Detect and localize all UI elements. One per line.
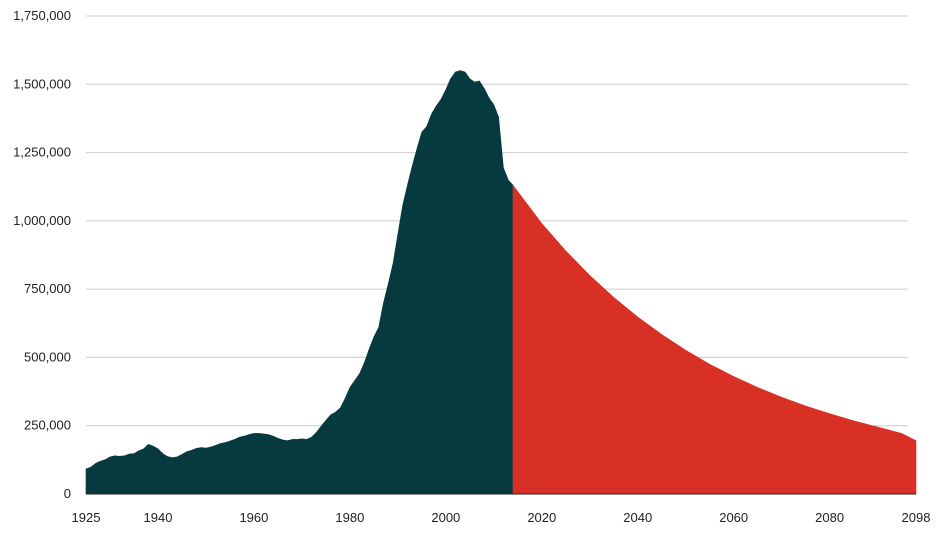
- projected-area: [512, 184, 917, 495]
- x-tick-label: 2000: [431, 510, 460, 525]
- y-tick-label: 1,000,000: [13, 213, 71, 228]
- y-tick-label: 1,750,000: [13, 8, 71, 23]
- x-tick-label: 1960: [239, 510, 268, 525]
- y-tick-label: 500,000: [24, 349, 71, 364]
- x-tick-label: 2098: [902, 510, 931, 525]
- y-tick-label: 750,000: [24, 281, 71, 296]
- x-tick-label: 1940: [144, 510, 173, 525]
- x-tick-label: 2080: [815, 510, 844, 525]
- y-tick-label: 1,500,000: [13, 76, 71, 91]
- x-tick-label: 2020: [527, 510, 556, 525]
- y-tick-label: 250,000: [24, 418, 71, 433]
- series-areas: [85, 70, 917, 495]
- y-tick-label: 1,250,000: [13, 145, 71, 160]
- historical-area: [85, 70, 514, 495]
- x-tick-label: 2060: [719, 510, 748, 525]
- x-axis-ticks: 1925 1940 1960 1980 2000 2020 2040 2060 2080 2098: [72, 493, 931, 525]
- y-axis-ticks: 0 250,000 500,000 750,000 1,000,000 1,250,000…: [13, 8, 71, 501]
- y-tick-label: 0: [64, 486, 71, 501]
- x-tick-label: 1925: [72, 510, 101, 525]
- x-tick-label: 2040: [623, 510, 652, 525]
- x-tick-label: 1980: [335, 510, 364, 525]
